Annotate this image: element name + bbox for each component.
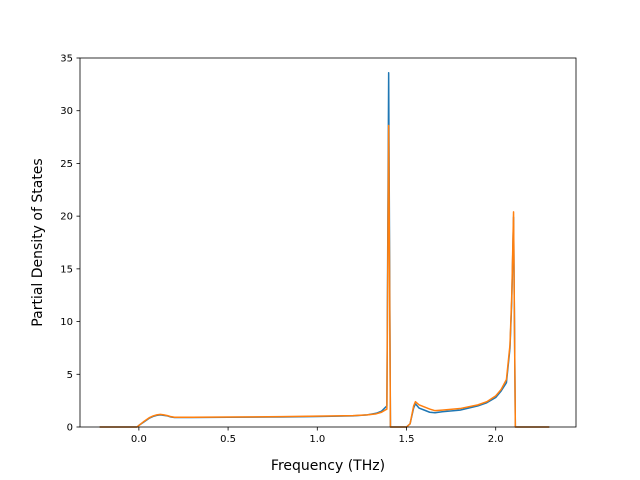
y-tick-label: 0	[67, 423, 73, 434]
y-tick-label: 5	[67, 370, 73, 381]
x-tick-label: 2.0	[488, 434, 504, 445]
y-tick-label: 35	[60, 54, 73, 65]
y-tick-label: 30	[60, 106, 73, 117]
x-tick-label: 0.5	[220, 434, 236, 445]
x-axis-ticks: 0.0 0.5 1.0 1.5 2.0	[131, 427, 504, 445]
y-tick-label: 15	[60, 264, 73, 275]
y-axis-label: Partial Density of States	[30, 158, 46, 326]
y-tick-label: 10	[60, 317, 73, 328]
y-axis-ticks: 0 5 10 15 20 25 30 35	[60, 54, 80, 434]
x-axis-label: Frequency (THz)	[271, 458, 385, 474]
x-tick-label: 1.0	[309, 434, 325, 445]
y-tick-label: 20	[60, 212, 73, 223]
plot-frame	[79, 57, 577, 428]
x-tick-label: 1.5	[399, 434, 415, 445]
x-tick-label: 0.0	[131, 434, 147, 445]
y-tick-label: 25	[60, 159, 73, 170]
